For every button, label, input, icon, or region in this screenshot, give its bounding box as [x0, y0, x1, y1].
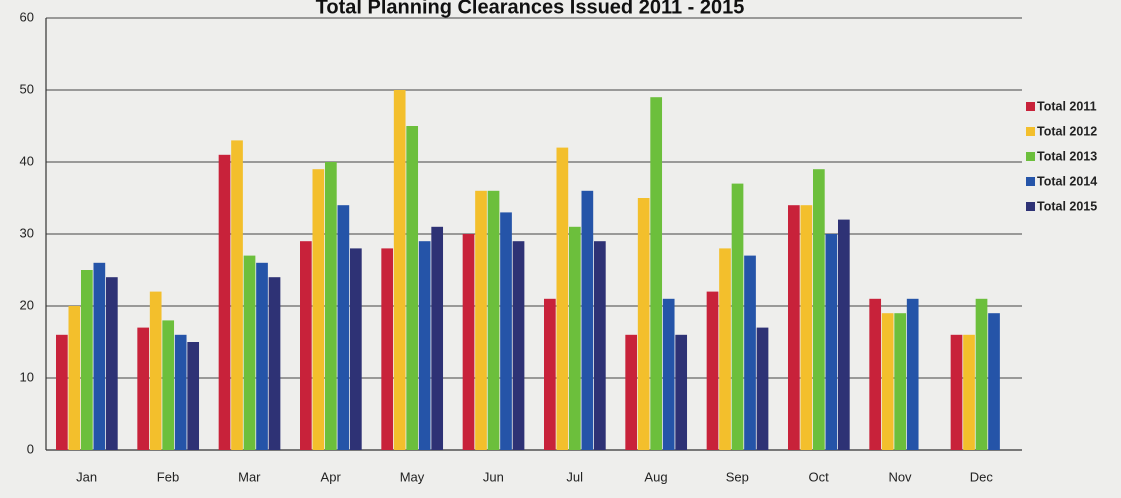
- bar-total-2014-jul: [581, 190, 594, 451]
- bar-total-2011-oct: [788, 205, 800, 450]
- y-tick-label: 0: [27, 441, 34, 456]
- bar-total-2014-jun: [500, 212, 512, 450]
- bar-total-2012-jun: [475, 190, 487, 451]
- x-tick-label: Jul: [566, 469, 583, 484]
- legend-swatch: [1026, 127, 1035, 136]
- bar-total-2012-apr: [312, 169, 325, 450]
- bar-total-2013-jul: [569, 226, 581, 450]
- bar-total-2012-oct: [800, 205, 813, 450]
- bar-total-2013-jan: [81, 270, 93, 450]
- bar-total-2014-may: [418, 241, 431, 450]
- x-axis-ticks: Jan Feb Mar Apr May Jun Jul Aug Sep Oct Nov Dec: [76, 469, 993, 484]
- x-tick-label: Jun: [483, 469, 504, 484]
- bar-total-2015-jun: [512, 241, 525, 450]
- legend-label: Total 2013: [1037, 149, 1097, 163]
- legend-label: Total 2012: [1037, 124, 1097, 138]
- bar-total-2014-aug: [662, 298, 675, 450]
- chart-title: Total Planning Clearances Issued 2011 - …: [316, 0, 745, 18]
- legend-swatch: [1026, 152, 1035, 161]
- bar-total-2015-mar: [268, 277, 281, 450]
- bar-total-2011-aug: [625, 334, 638, 450]
- x-tick-label: Dec: [970, 469, 994, 484]
- y-tick-label: 10: [20, 369, 34, 384]
- bar-total-2012-dec: [963, 334, 975, 450]
- bar-total-2013-aug: [650, 97, 663, 450]
- bar-total-2012-aug: [637, 198, 650, 450]
- bar-total-2014-dec: [988, 313, 1000, 450]
- bar-total-2015-sep: [756, 327, 769, 450]
- bar-total-2012-sep: [719, 248, 731, 450]
- bar-total-2011-feb: [137, 327, 150, 450]
- legend: Total 2011 Total 2012 Total 2013 Total 2014…: [1026, 99, 1097, 213]
- x-tick-label: Aug: [644, 469, 667, 484]
- bar-total-2011-dec: [950, 334, 963, 450]
- bar-total-2014-sep: [744, 255, 756, 450]
- x-tick-label: Feb: [157, 469, 179, 484]
- y-tick-label: 50: [20, 81, 34, 96]
- bar-total-2015-aug: [675, 334, 688, 450]
- y-tick-label: 30: [20, 225, 34, 240]
- bar-total-2014-mar: [256, 262, 268, 450]
- y-tick-label: 60: [20, 9, 34, 24]
- legend-label: Total 2014: [1037, 174, 1097, 188]
- bar-total-2013-nov: [894, 313, 907, 450]
- y-axis-ticks: 0 10 20 30 40 50 60: [20, 9, 34, 456]
- bar-total-2015-apr: [350, 248, 362, 450]
- bar-total-2011-may: [381, 248, 394, 450]
- y-tick-label: 20: [20, 297, 34, 312]
- y-tick-label: 40: [20, 153, 34, 168]
- x-tick-label: Apr: [321, 469, 342, 484]
- legend-swatch: [1026, 102, 1035, 111]
- bar-total-2013-may: [406, 126, 419, 450]
- legend-swatch: [1026, 202, 1035, 211]
- bar-total-2011-jan: [56, 334, 68, 450]
- bar-total-2012-jul: [556, 147, 569, 450]
- bar-total-2012-jan: [68, 306, 81, 450]
- x-tick-label: Nov: [888, 469, 912, 484]
- x-tick-label: Mar: [238, 469, 261, 484]
- bar-total-2011-sep: [706, 291, 719, 450]
- bar-total-2012-feb: [149, 291, 162, 450]
- bar-total-2013-oct: [813, 169, 825, 450]
- bar-total-2013-dec: [975, 298, 988, 450]
- bar-total-2015-jul: [594, 241, 606, 450]
- bar-total-2012-mar: [231, 140, 243, 450]
- bar-total-2014-nov: [906, 298, 919, 450]
- bar-total-2013-sep: [731, 183, 744, 450]
- bar-total-2014-jan: [93, 262, 106, 450]
- bars: [56, 90, 1000, 451]
- bar-total-2012-may: [393, 90, 406, 450]
- bar-total-2011-apr: [300, 241, 312, 450]
- bar-total-2013-apr: [325, 162, 337, 450]
- x-tick-label: May: [400, 469, 425, 484]
- bar-total-2014-oct: [825, 234, 838, 450]
- bar-total-2015-oct: [838, 219, 850, 450]
- bar-total-2015-jan: [106, 277, 118, 450]
- x-tick-label: Oct: [809, 469, 830, 484]
- x-tick-label: Jan: [76, 469, 97, 484]
- bar-total-2013-feb: [162, 320, 175, 450]
- bar-total-2014-feb: [174, 334, 187, 450]
- gridlines: [45, 17, 1022, 451]
- x-tick-label: Sep: [726, 469, 749, 484]
- bar-total-2011-mar: [218, 154, 231, 451]
- bar-total-2015-feb: [187, 342, 200, 450]
- legend-swatch: [1026, 177, 1035, 186]
- bar-total-2015-may: [431, 226, 444, 450]
- legend-label: Total 2011: [1037, 99, 1097, 113]
- bar-total-2011-nov: [869, 298, 882, 450]
- bar-total-2014-apr: [337, 205, 350, 450]
- legend-label: Total 2015: [1037, 199, 1097, 213]
- bar-total-2012-nov: [881, 313, 894, 450]
- bar-total-2013-jun: [487, 190, 500, 451]
- bar-total-2011-jun: [462, 234, 475, 450]
- bar-total-2011-jul: [544, 298, 556, 450]
- bar-total-2013-mar: [243, 255, 256, 450]
